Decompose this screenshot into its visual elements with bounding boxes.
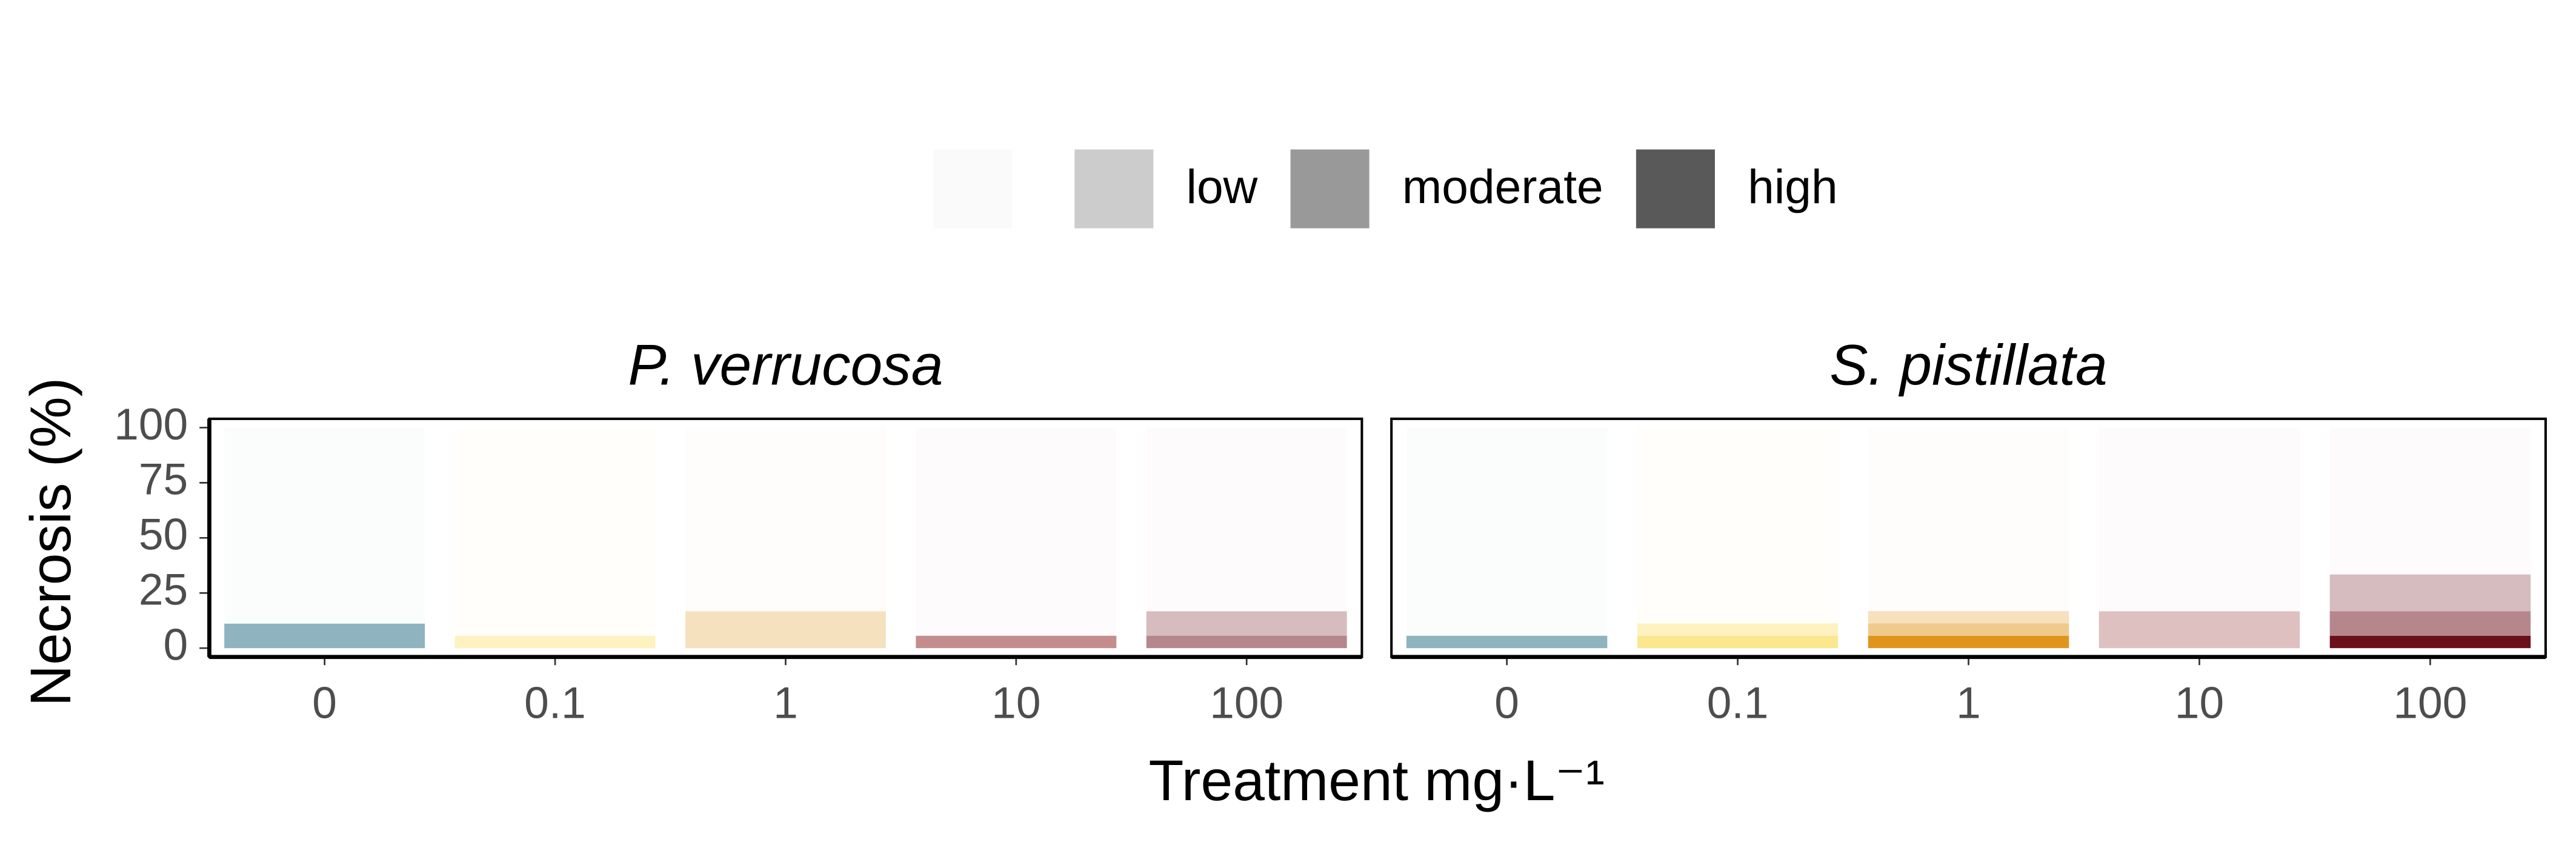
bar-segment <box>224 623 425 649</box>
legend-key <box>1290 149 1370 229</box>
bar-segment <box>1868 611 2069 624</box>
bar-segment <box>2329 574 2531 612</box>
legend-key <box>933 149 1013 229</box>
bar-segment <box>1146 635 1347 649</box>
bar-segment <box>1406 427 1607 635</box>
bar-segment <box>1868 427 2069 611</box>
x-tick-label: 10 <box>2175 678 2224 727</box>
x-tick-label: 100 <box>2393 678 2467 727</box>
legend-label: high <box>1748 160 1838 213</box>
bar-segment <box>2329 635 2531 649</box>
x-tick-label: 0 <box>1494 678 1519 727</box>
bar-segment <box>1868 635 2069 649</box>
x-tick-label: 1 <box>1956 678 1981 727</box>
y-tick-label: 100 <box>114 399 188 449</box>
legend-key <box>1636 149 1715 229</box>
y-tick-label: 50 <box>139 510 188 560</box>
bar-segment <box>1637 623 1839 636</box>
bar-segment <box>1637 635 1839 649</box>
legend-key <box>1074 149 1154 229</box>
x-axis-label: Treatment mg·L⁻¹ <box>1149 749 1605 813</box>
legend-label: low <box>1186 160 1258 213</box>
bar-segment <box>2330 427 2531 574</box>
bar-segment <box>1868 623 2069 636</box>
bar-segment <box>454 635 656 649</box>
y-axis-label: Necrosis (%) <box>19 378 83 707</box>
bar-segment <box>685 611 886 649</box>
bar-segment <box>916 635 1117 649</box>
bar-segment <box>2098 611 2300 649</box>
x-tick-label: 0 <box>312 678 337 727</box>
bar-segment <box>1147 427 1347 611</box>
y-tick-label: 0 <box>164 620 188 670</box>
x-tick-label: 1 <box>773 678 798 727</box>
x-tick-label: 0.1 <box>524 678 586 727</box>
legend-label: moderate <box>1402 160 1603 213</box>
x-tick-label: 100 <box>1210 678 1283 727</box>
panel-title: P. verrucosa <box>628 333 943 398</box>
y-tick-label: 75 <box>139 455 188 504</box>
bar-segment <box>916 427 1116 635</box>
y-tick-label: 25 <box>139 565 188 615</box>
bar-segment <box>2329 611 2531 636</box>
bar-segment <box>455 427 656 635</box>
bar-segment <box>685 427 886 611</box>
bar-segment <box>224 427 425 623</box>
x-tick-label: 10 <box>991 678 1040 727</box>
x-tick-label: 0.1 <box>1707 678 1769 727</box>
bar-segment <box>1637 427 1838 623</box>
panel-title: S. pistillata <box>1829 333 2107 398</box>
bar-segment <box>1406 635 1608 649</box>
bar-segment <box>2099 427 2300 611</box>
bar-segment <box>1146 611 1347 636</box>
